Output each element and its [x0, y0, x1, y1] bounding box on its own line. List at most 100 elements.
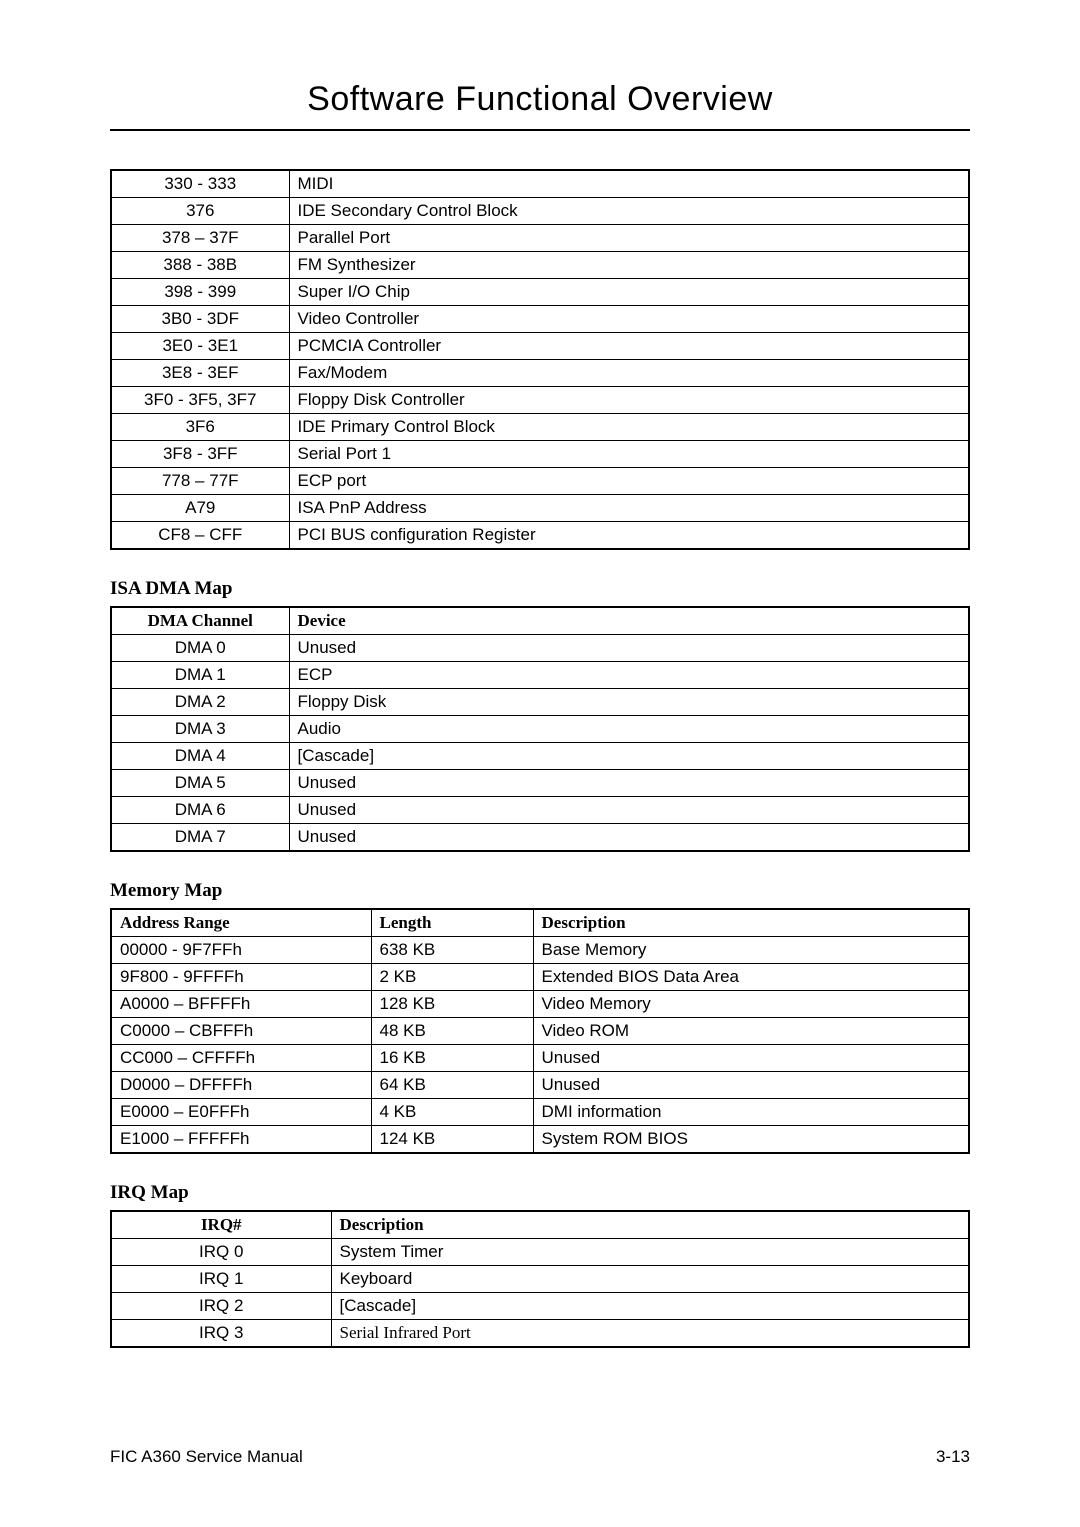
table-cell: 3F0 - 3F5, 3F7: [111, 387, 289, 414]
table-cell: A0000 – BFFFFh: [111, 991, 371, 1018]
dma-table: DMA Channel Device DMA 0UnusedDMA 1ECPDM…: [110, 606, 970, 852]
table-cell: Extended BIOS Data Area: [533, 964, 969, 991]
table-cell: DMA 7: [111, 824, 289, 852]
mem-heading: Memory Map: [110, 880, 970, 902]
table-cell: Floppy Disk: [289, 689, 969, 716]
table-cell: Serial Infrared Port: [331, 1320, 969, 1348]
table-cell: 124 KB: [371, 1126, 533, 1154]
table-row: DMA 0Unused: [111, 635, 969, 662]
table-cell: 378 – 37F: [111, 225, 289, 252]
table-cell: IRQ 1: [111, 1266, 331, 1293]
table-row: IRQ 2[Cascade]: [111, 1293, 969, 1320]
table-row: 3F6IDE Primary Control Block: [111, 414, 969, 441]
table-row: 3E0 - 3E1PCMCIA Controller: [111, 333, 969, 360]
table-cell: IDE Secondary Control Block: [289, 198, 969, 225]
table-row: 3B0 - 3DFVideo Controller: [111, 306, 969, 333]
table-cell: 64 KB: [371, 1072, 533, 1099]
table-cell: Fax/Modem: [289, 360, 969, 387]
table-row: 9F800 - 9FFFFh2 KBExtended BIOS Data Are…: [111, 964, 969, 991]
table-cell: IRQ 2: [111, 1293, 331, 1320]
table-row: E1000 – FFFFFh124 KBSystem ROM BIOS: [111, 1126, 969, 1154]
io-table: 330 - 333MIDI376IDE Secondary Control Bl…: [110, 169, 970, 550]
table-cell: 3E8 - 3EF: [111, 360, 289, 387]
table-row: C0000 – CBFFFh48 KBVideo ROM: [111, 1018, 969, 1045]
table-cell: 00000 - 9F7FFh: [111, 937, 371, 964]
table-cell: CF8 – CFF: [111, 522, 289, 550]
table-cell: DMA 1: [111, 662, 289, 689]
table-cell: 16 KB: [371, 1045, 533, 1072]
table-row: DMA 7Unused: [111, 824, 969, 852]
table-cell: 128 KB: [371, 991, 533, 1018]
table-cell: ISA PnP Address: [289, 495, 969, 522]
table-row: E0000 – E0FFFh4 KBDMI information: [111, 1099, 969, 1126]
table-cell: E1000 – FFFFFh: [111, 1126, 371, 1154]
table-row: 00000 - 9F7FFh638 KBBase Memory: [111, 937, 969, 964]
table-cell: FM Synthesizer: [289, 252, 969, 279]
table-row: DMA 3Audio: [111, 716, 969, 743]
table-cell: Super I/O Chip: [289, 279, 969, 306]
table-row: IRQ 3Serial Infrared Port: [111, 1320, 969, 1348]
table-row: 3F0 - 3F5, 3F7Floppy Disk Controller: [111, 387, 969, 414]
table-cell: [Cascade]: [331, 1293, 969, 1320]
table-cell: [Cascade]: [289, 743, 969, 770]
table-cell: Floppy Disk Controller: [289, 387, 969, 414]
table-row: D0000 – DFFFFh64 KBUnused: [111, 1072, 969, 1099]
table-cell: 778 – 77F: [111, 468, 289, 495]
footer-left: FIC A360 Service Manual: [110, 1447, 303, 1467]
table-cell: PCMCIA Controller: [289, 333, 969, 360]
table-cell: DMA 5: [111, 770, 289, 797]
table-cell: 48 KB: [371, 1018, 533, 1045]
table-row: 3F8 - 3FFSerial Port 1: [111, 441, 969, 468]
footer-right: 3-13: [936, 1447, 970, 1467]
table-cell: ECP: [289, 662, 969, 689]
irq-heading: IRQ Map: [110, 1182, 970, 1204]
table-row: 378 – 37FParallel Port: [111, 225, 969, 252]
table-cell: DMI information: [533, 1099, 969, 1126]
table-cell: ECP port: [289, 468, 969, 495]
table-cell: DMA 3: [111, 716, 289, 743]
table-cell: DMA 0: [111, 635, 289, 662]
table-cell: 398 - 399: [111, 279, 289, 306]
table-row: CF8 – CFFPCI BUS configuration Register: [111, 522, 969, 550]
table-cell: Base Memory: [533, 937, 969, 964]
table-row: 376IDE Secondary Control Block: [111, 198, 969, 225]
table-cell: 3F8 - 3FF: [111, 441, 289, 468]
table-cell: IRQ 0: [111, 1239, 331, 1266]
table-cell: Serial Port 1: [289, 441, 969, 468]
title-underline: [110, 129, 970, 131]
table-cell: 3E0 - 3E1: [111, 333, 289, 360]
table-row: A0000 – BFFFFh128 KBVideo Memory: [111, 991, 969, 1018]
table-cell: IRQ 3: [111, 1320, 331, 1348]
table-row: IRQ 0System Timer: [111, 1239, 969, 1266]
mem-col3: Description: [533, 909, 969, 937]
mem-table: Address Range Length Description 00000 -…: [110, 908, 970, 1154]
table-cell: Unused: [289, 824, 969, 852]
table-cell: 9F800 - 9FFFFh: [111, 964, 371, 991]
table-cell: 330 - 333: [111, 170, 289, 198]
table-cell: A79: [111, 495, 289, 522]
table-cell: Audio: [289, 716, 969, 743]
mem-col2: Length: [371, 909, 533, 937]
table-cell: 4 KB: [371, 1099, 533, 1126]
table-row: CC000 – CFFFFh16 KBUnused: [111, 1045, 969, 1072]
table-cell: 638 KB: [371, 937, 533, 964]
page-title: Software Functional Overview: [110, 80, 970, 119]
table-cell: DMA 2: [111, 689, 289, 716]
table-row: 398 - 399Super I/O Chip: [111, 279, 969, 306]
dma-heading: ISA DMA Map: [110, 578, 970, 600]
table-row: 388 - 38BFM Synthesizer: [111, 252, 969, 279]
table-cell: System Timer: [331, 1239, 969, 1266]
table-cell: 388 - 38B: [111, 252, 289, 279]
dma-col2: Device: [289, 607, 969, 635]
table-cell: E0000 – E0FFFh: [111, 1099, 371, 1126]
irq-col2: Description: [331, 1211, 969, 1239]
table-cell: Unused: [533, 1072, 969, 1099]
table-cell: Unused: [289, 797, 969, 824]
table-cell: 376: [111, 198, 289, 225]
table-row: 778 – 77FECP port: [111, 468, 969, 495]
table-cell: 2 KB: [371, 964, 533, 991]
table-cell: D0000 – DFFFFh: [111, 1072, 371, 1099]
table-row: A79ISA PnP Address: [111, 495, 969, 522]
table-cell: MIDI: [289, 170, 969, 198]
table-cell: Unused: [533, 1045, 969, 1072]
